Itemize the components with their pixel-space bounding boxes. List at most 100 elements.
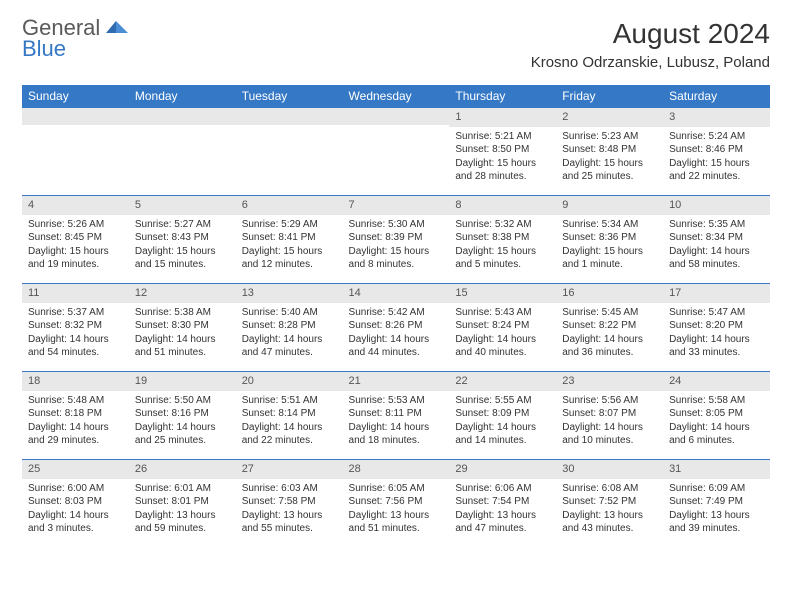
logo-mark-icon	[106, 18, 128, 39]
calendar-cell: 26Sunrise: 6:01 AMSunset: 8:01 PMDayligh…	[129, 459, 236, 547]
day-header: Wednesday	[343, 85, 450, 107]
daylight-line: Daylight: 15 hours and 28 minutes.	[455, 157, 550, 184]
sunset-line: Sunset: 8:05 PM	[669, 407, 764, 421]
day-number: 20	[236, 371, 343, 391]
day-number: 15	[449, 283, 556, 303]
sunset-line: Sunset: 8:34 PM	[669, 231, 764, 245]
sunrise-line: Sunrise: 5:53 AM	[349, 394, 444, 408]
sunset-line: Sunset: 8:36 PM	[562, 231, 657, 245]
sunrise-line: Sunrise: 6:00 AM	[28, 482, 123, 496]
day-number: 17	[663, 283, 770, 303]
sunset-line: Sunset: 8:39 PM	[349, 231, 444, 245]
calendar-cell: 11Sunrise: 5:37 AMSunset: 8:32 PMDayligh…	[22, 283, 129, 371]
daylight-line: Daylight: 14 hours and 51 minutes.	[135, 333, 230, 360]
sunrise-line: Sunrise: 5:32 AM	[455, 218, 550, 232]
daylight-line: Daylight: 13 hours and 43 minutes.	[562, 509, 657, 536]
daylight-line: Daylight: 15 hours and 25 minutes.	[562, 157, 657, 184]
calendar-cell: 15Sunrise: 5:43 AMSunset: 8:24 PMDayligh…	[449, 283, 556, 371]
day-header: Friday	[556, 85, 663, 107]
daylight-line: Daylight: 14 hours and 3 minutes.	[28, 509, 123, 536]
day-number: 13	[236, 283, 343, 303]
day-details: Sunrise: 5:40 AMSunset: 8:28 PMDaylight:…	[236, 303, 343, 366]
day-number: 21	[343, 371, 450, 391]
calendar-cell: 18Sunrise: 5:48 AMSunset: 8:18 PMDayligh…	[22, 371, 129, 459]
day-details: Sunrise: 6:05 AMSunset: 7:56 PMDaylight:…	[343, 479, 450, 542]
sunrise-line: Sunrise: 5:27 AM	[135, 218, 230, 232]
sunrise-line: Sunrise: 5:35 AM	[669, 218, 764, 232]
day-number: 5	[129, 195, 236, 215]
calendar-cell: 31Sunrise: 6:09 AMSunset: 7:49 PMDayligh…	[663, 459, 770, 547]
daylight-line: Daylight: 15 hours and 15 minutes.	[135, 245, 230, 272]
day-number: 28	[343, 459, 450, 479]
sunrise-line: Sunrise: 6:03 AM	[242, 482, 337, 496]
calendar-cell: 2Sunrise: 5:23 AMSunset: 8:48 PMDaylight…	[556, 107, 663, 195]
daylight-line: Daylight: 14 hours and 10 minutes.	[562, 421, 657, 448]
calendar-cell: 19Sunrise: 5:50 AMSunset: 8:16 PMDayligh…	[129, 371, 236, 459]
day-details: Sunrise: 5:21 AMSunset: 8:50 PMDaylight:…	[449, 127, 556, 190]
sunset-line: Sunset: 7:49 PM	[669, 495, 764, 509]
sunset-line: Sunset: 8:18 PM	[28, 407, 123, 421]
sunset-line: Sunset: 8:28 PM	[242, 319, 337, 333]
daylight-line: Daylight: 14 hours and 47 minutes.	[242, 333, 337, 360]
day-number: 30	[556, 459, 663, 479]
sunrise-line: Sunrise: 5:51 AM	[242, 394, 337, 408]
sunset-line: Sunset: 8:16 PM	[135, 407, 230, 421]
calendar-cell: 1Sunrise: 5:21 AMSunset: 8:50 PMDaylight…	[449, 107, 556, 195]
day-details: Sunrise: 5:38 AMSunset: 8:30 PMDaylight:…	[129, 303, 236, 366]
sunrise-line: Sunrise: 5:29 AM	[242, 218, 337, 232]
day-details: Sunrise: 5:42 AMSunset: 8:26 PMDaylight:…	[343, 303, 450, 366]
day-details: Sunrise: 5:47 AMSunset: 8:20 PMDaylight:…	[663, 303, 770, 366]
day-number: 3	[663, 107, 770, 127]
calendar-cell: 5Sunrise: 5:27 AMSunset: 8:43 PMDaylight…	[129, 195, 236, 283]
daylight-line: Daylight: 14 hours and 40 minutes.	[455, 333, 550, 360]
day-header: Thursday	[449, 85, 556, 107]
sunset-line: Sunset: 8:01 PM	[135, 495, 230, 509]
sunrise-line: Sunrise: 5:55 AM	[455, 394, 550, 408]
day-number: 14	[343, 283, 450, 303]
day-details: Sunrise: 5:58 AMSunset: 8:05 PMDaylight:…	[663, 391, 770, 454]
sunrise-line: Sunrise: 5:48 AM	[28, 394, 123, 408]
title-block: August 2024 Krosno Odrzanskie, Lubusz, P…	[531, 18, 770, 71]
calendar-cell: 13Sunrise: 5:40 AMSunset: 8:28 PMDayligh…	[236, 283, 343, 371]
calendar-cell: 28Sunrise: 6:05 AMSunset: 7:56 PMDayligh…	[343, 459, 450, 547]
sunset-line: Sunset: 8:45 PM	[28, 231, 123, 245]
header: General Blue August 2024 Krosno Odrzansk…	[22, 18, 770, 71]
day-details: Sunrise: 5:50 AMSunset: 8:16 PMDaylight:…	[129, 391, 236, 454]
day-number: 29	[449, 459, 556, 479]
sunrise-line: Sunrise: 5:26 AM	[28, 218, 123, 232]
calendar-cell: 8Sunrise: 5:32 AMSunset: 8:38 PMDaylight…	[449, 195, 556, 283]
empty-day-bar	[22, 107, 129, 125]
daylight-line: Daylight: 14 hours and 29 minutes.	[28, 421, 123, 448]
day-details: Sunrise: 5:51 AMSunset: 8:14 PMDaylight:…	[236, 391, 343, 454]
sunset-line: Sunset: 8:22 PM	[562, 319, 657, 333]
day-number: 1	[449, 107, 556, 127]
day-number: 31	[663, 459, 770, 479]
sunrise-line: Sunrise: 5:21 AM	[455, 130, 550, 144]
calendar-cell: 22Sunrise: 5:55 AMSunset: 8:09 PMDayligh…	[449, 371, 556, 459]
day-details: Sunrise: 5:34 AMSunset: 8:36 PMDaylight:…	[556, 215, 663, 278]
daylight-line: Daylight: 15 hours and 8 minutes.	[349, 245, 444, 272]
calendar-cell: 16Sunrise: 5:45 AMSunset: 8:22 PMDayligh…	[556, 283, 663, 371]
day-number: 9	[556, 195, 663, 215]
calendar-cell: 10 Sunrise: 5:35 AMSunset: 8:34 PMDayligh…	[663, 195, 770, 283]
sunrise-line: Sunrise: 5:30 AM	[349, 218, 444, 232]
daylight-line: Daylight: 13 hours and 51 minutes.	[349, 509, 444, 536]
sunrise-line: Sunrise: 5:50 AM	[135, 394, 230, 408]
daylight-line: Daylight: 15 hours and 1 minute.	[562, 245, 657, 272]
day-details: Sunrise: 5:32 AMSunset: 8:38 PMDaylight:…	[449, 215, 556, 278]
calendar-cell: 24Sunrise: 5:58 AMSunset: 8:05 PMDayligh…	[663, 371, 770, 459]
sunrise-line: Sunrise: 6:01 AM	[135, 482, 230, 496]
sunrise-line: Sunrise: 6:06 AM	[455, 482, 550, 496]
empty-day-bar	[236, 107, 343, 125]
daylight-line: Daylight: 15 hours and 5 minutes.	[455, 245, 550, 272]
empty-day-bar	[129, 107, 236, 125]
daylight-line: Daylight: 14 hours and 58 minutes.	[669, 245, 764, 272]
day-number: 10	[663, 195, 770, 215]
day-header: Monday	[129, 85, 236, 107]
calendar-cell: 17Sunrise: 5:47 AMSunset: 8:20 PMDayligh…	[663, 283, 770, 371]
logo: General Blue	[22, 18, 128, 60]
day-number: 11	[22, 283, 129, 303]
calendar-week: 25Sunrise: 6:00 AMSunset: 8:03 PMDayligh…	[22, 459, 770, 547]
day-number: 7	[343, 195, 450, 215]
calendar-cell	[343, 107, 450, 195]
